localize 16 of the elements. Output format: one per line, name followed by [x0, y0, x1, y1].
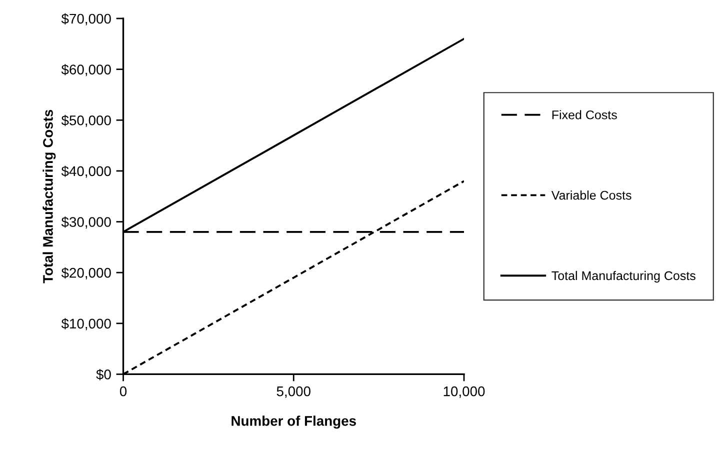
x-tick-label: 5,000: [276, 386, 310, 398]
y-tick-label: $40,000: [61, 166, 111, 178]
legend-label: Fixed Costs: [552, 110, 617, 120]
y-tick-label: $70,000: [61, 13, 111, 26]
x-tick-label: 0: [120, 386, 127, 396]
y-tick-label: $0: [96, 368, 111, 380]
x-tick-label: 10,000: [444, 386, 485, 398]
y-tick-label: $20,000: [61, 267, 111, 280]
legend-label: Variable Costs: [551, 190, 632, 200]
x-axis-title: Number of Flanges: [232, 416, 356, 429]
y-tick-label: $30,000: [61, 216, 111, 229]
y-tick-label: $10,000: [61, 318, 111, 330]
y-tick-label: $60,000: [61, 64, 111, 76]
y-axis-title: Total Manufacturing Costs: [42, 110, 56, 284]
y-tick-label: $50,000: [61, 114, 111, 127]
legend-label: Total Manufacturing Costs: [552, 270, 696, 283]
